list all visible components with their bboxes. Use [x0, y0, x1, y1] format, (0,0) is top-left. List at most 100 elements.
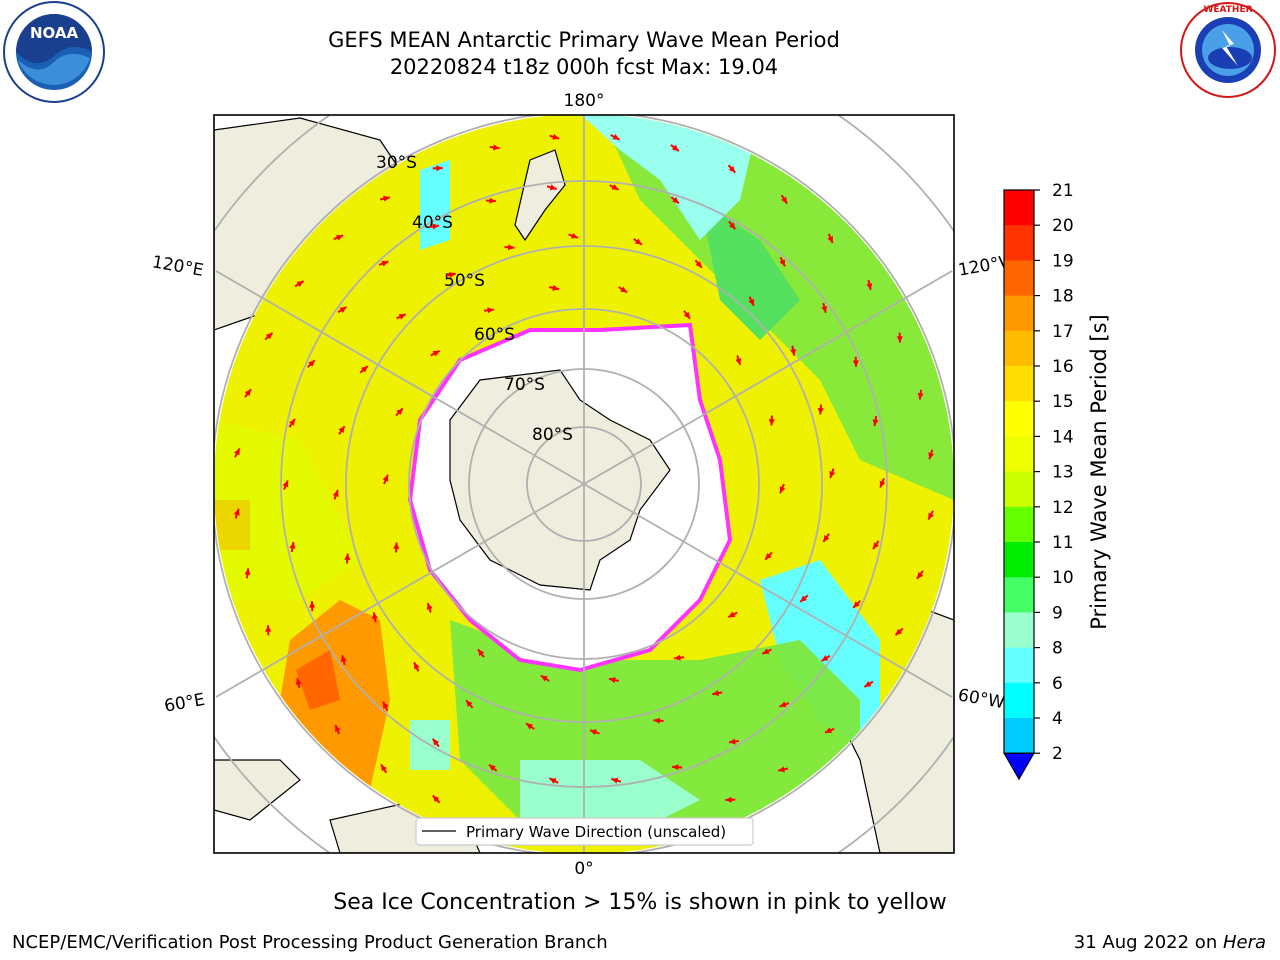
wave-direction-arrowhead [393, 542, 400, 549]
nws-logo: WEATHER [1180, 2, 1276, 98]
wave-direction-arrowhead [852, 360, 859, 367]
wave-direction-arrowhead [683, 311, 691, 319]
wave-direction-arrowhead [332, 490, 339, 497]
wave-direction-arrowhead [432, 795, 440, 803]
chart-title: GEFS MEAN Antarctic Primary Wave Mean Pe… [328, 28, 840, 52]
wave-direction-arrowhead [866, 283, 873, 290]
wave-direction-arrowhead [674, 654, 681, 661]
wave-direction-arrowhead [821, 655, 829, 662]
wave-direction-arrowhead [371, 612, 378, 620]
colorbar-extend-arrow [1003, 752, 1035, 781]
wave-direction-arrowhead [414, 662, 420, 670]
colorbar-segment [1004, 471, 1034, 508]
wave-direction-arrowhead [928, 512, 934, 520]
wave-direction-arrowhead [432, 223, 440, 230]
wave-direction-arrowhead [879, 480, 886, 488]
wave-direction-arrowhead [448, 271, 456, 278]
colorbar-segment [1004, 647, 1034, 684]
colorbar-tick-label: 17 [1052, 322, 1074, 342]
wave-direction-arrowhead [436, 165, 443, 172]
legend-label: Primary Wave Direction (unscaled) [466, 823, 726, 841]
wave-direction-arrowhead [735, 358, 742, 366]
wave-direction-arrowhead [282, 480, 289, 488]
footer-date: 31 Aug 2022 on Hera [1074, 932, 1266, 953]
wave-direction-arrowhead [489, 764, 496, 771]
wave-direction-arrows [233, 133, 935, 804]
map-area: 30°S 40°S 50°S 60°S 70°S 80°S Primary Wa… [214, 115, 954, 853]
colorbar-segment [1004, 718, 1034, 754]
wave-direction-arrowhead [827, 236, 834, 244]
sea-ice-caption: Sea Ice Concentration > 15% is shown in … [333, 890, 947, 915]
wave-direction-arrowhead [426, 602, 433, 610]
wave-direction-arrowhead [344, 553, 351, 561]
wave-direction-arrowhead [800, 595, 807, 602]
wave-direction-arrowhead [338, 426, 345, 434]
wave-direction-arrowhead [383, 195, 390, 202]
lat-label-40s: 40°S [412, 213, 453, 233]
wave-direction-arrowhead [590, 729, 597, 736]
lon-label-60w: 60°W [956, 685, 1006, 713]
wave-direction-arrowhead [295, 678, 302, 685]
colorbar-segment [1004, 612, 1034, 649]
colorbar-segment [1004, 682, 1034, 719]
wave-direction-arrowhead [552, 133, 560, 140]
wave-direction-arrowhead [334, 724, 341, 732]
wave-direction-arrowhead [493, 144, 500, 151]
noaa-logo: NOAA [3, 1, 105, 103]
footer-branch: NCEP/EMC/Verification Post Processing Pr… [12, 932, 608, 953]
wave-direction-arrowhead [768, 419, 775, 426]
wave-direction-arrowhead [896, 336, 903, 343]
wave-direction-arrowhead [829, 471, 836, 478]
wave-direction-arrowhead [309, 601, 316, 608]
wave-direction-arrowhead [244, 568, 251, 575]
wave-direction-arrowhead [873, 542, 880, 550]
wave-direction-arrowhead [853, 601, 860, 608]
wave-direction-arrowhead [396, 408, 403, 415]
colorbar-tick-label: 14 [1052, 427, 1074, 447]
wave-direction-arrowhead [672, 144, 679, 152]
wave-direction-arrowhead [672, 764, 679, 771]
wave-direction-arrowhead [817, 407, 824, 415]
colorbar-segment [1004, 506, 1034, 543]
wave-direction-arrowhead [821, 305, 828, 313]
legend-box [415, 817, 754, 846]
wave-direction-arrowhead [872, 419, 879, 426]
wave-direction-arrowhead [765, 553, 772, 560]
lat-label-30s: 30°S [376, 153, 417, 173]
wave-direction-arrowhead [381, 260, 389, 267]
graticule [214, 115, 954, 853]
colorbar-segment [1004, 577, 1034, 613]
wave-direction-arrowhead [265, 625, 272, 632]
wave-direction-arrowhead [620, 286, 628, 293]
wave-direction-arrowhead [398, 314, 406, 320]
wave-direction-arrowhead [781, 196, 788, 204]
wave-direction-arrowhead [748, 298, 754, 306]
wave-direction-arrowhead [549, 184, 557, 191]
wave-direction-arrowhead [864, 681, 872, 688]
wave-direction-arrowhead [916, 572, 924, 579]
colorbar-tick-label: 16 [1052, 357, 1074, 377]
wave-direction-arrowhead [790, 348, 797, 356]
wave-direction-arrowhead [339, 306, 347, 313]
wave-direction-arrowhead [612, 134, 620, 140]
footer-date-text: 31 Aug 2022 on [1073, 932, 1223, 953]
lat-label-50s: 50°S [444, 271, 485, 291]
wave-direction-arrowhead [778, 766, 785, 773]
wave-direction-arrowhead [340, 655, 347, 663]
colorbar-tick-label: 12 [1052, 498, 1074, 518]
lon-label-120e: 120°E [151, 252, 205, 281]
lat-label-60s: 60°S [474, 325, 515, 345]
lon-label-0: 0° [574, 859, 593, 879]
colorbar-tick-label: 10 [1052, 568, 1074, 588]
colorbar-segment [1004, 401, 1034, 437]
chart-subtitle: 20220824 t18z 000h fcst Max: 19.04 [389, 55, 779, 79]
land-antarctica [449, 369, 671, 591]
colorbar-tick-label: 8 [1052, 639, 1063, 659]
colorbar: 21 20 19 18 17 16 15 14 13 12 11 10 9 8 6 4 2 [1003, 181, 1074, 781]
wave-direction-arrowhead [728, 165, 736, 173]
wave-direction-arrowhead [779, 486, 786, 494]
wave-direction-arrowhead [824, 727, 832, 734]
wave-direction-arrowhead [265, 332, 273, 340]
colorbar-segment [1004, 295, 1034, 332]
colorbar-segment [1004, 260, 1034, 297]
